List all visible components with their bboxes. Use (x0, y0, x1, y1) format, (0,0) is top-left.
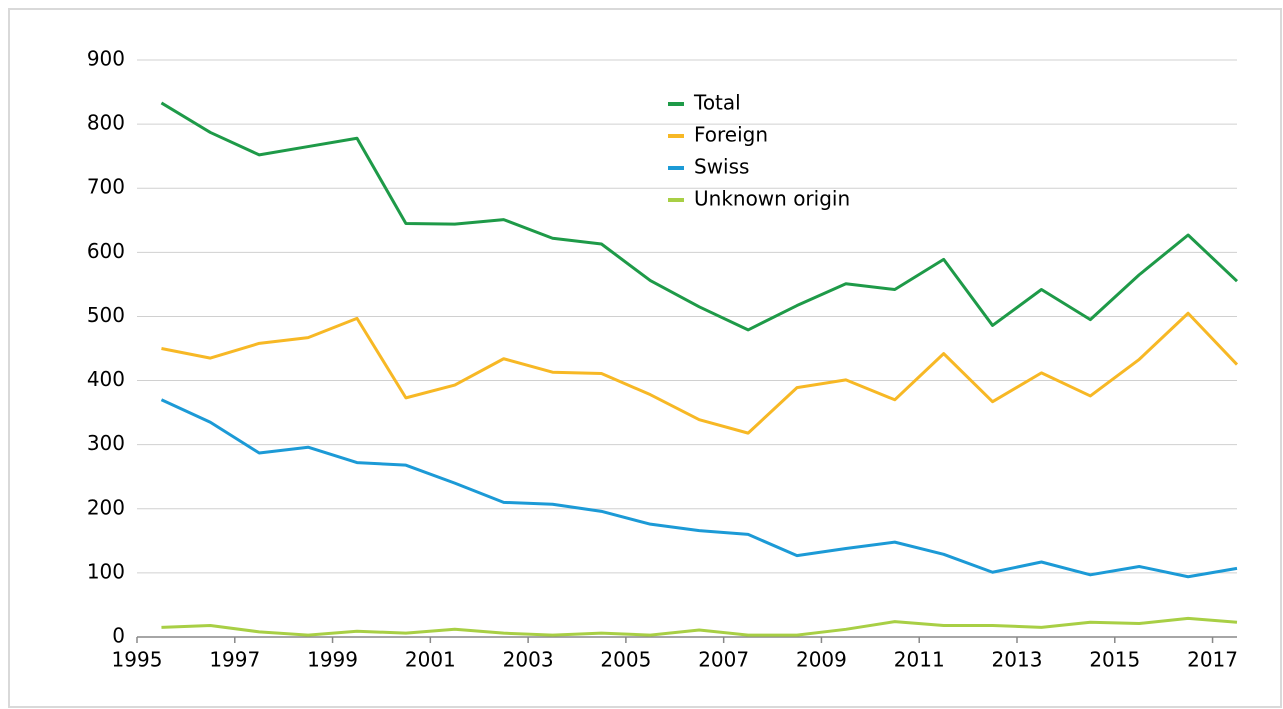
x-tick-label: 2003 (503, 648, 554, 672)
y-tick-label: 800 (87, 111, 125, 135)
x-tick-label: 2009 (796, 648, 847, 672)
legend-label: Unknown origin (694, 187, 850, 211)
x-tick-label: 2007 (698, 648, 749, 672)
x-tick-label: 2017 (1187, 648, 1238, 672)
y-tick-label: 0 (112, 624, 125, 648)
series-line (161, 311, 1239, 435)
legend-label: Swiss (694, 155, 749, 179)
y-tick-label: 300 (87, 431, 125, 455)
y-tick-label: 500 (87, 303, 125, 327)
y-tick-label: 100 (87, 559, 125, 583)
series-line (161, 616, 1238, 637)
y-tick-label: 600 (87, 239, 125, 263)
series-line (160, 101, 1239, 332)
x-tick-label: 2013 (992, 648, 1043, 672)
x-tick-label: 1999 (307, 648, 358, 672)
legend-label: Foreign (694, 123, 768, 147)
x-tick-label: 2005 (600, 648, 651, 672)
y-tick-label: 400 (87, 367, 125, 391)
legend-label: Total (693, 91, 741, 115)
series-line (160, 398, 1238, 579)
y-tick-label: 200 (87, 495, 125, 519)
x-tick-label: 2015 (1089, 648, 1140, 672)
frame (8, 8, 1282, 708)
x-tick-label: 2011 (894, 648, 945, 672)
y-tick-label: 900 (87, 47, 125, 71)
x-tick-label: 1997 (209, 648, 260, 672)
x-tick-label: 2001 (405, 648, 456, 672)
x-tick-label: 1995 (112, 648, 163, 672)
y-tick-label: 700 (87, 175, 125, 199)
